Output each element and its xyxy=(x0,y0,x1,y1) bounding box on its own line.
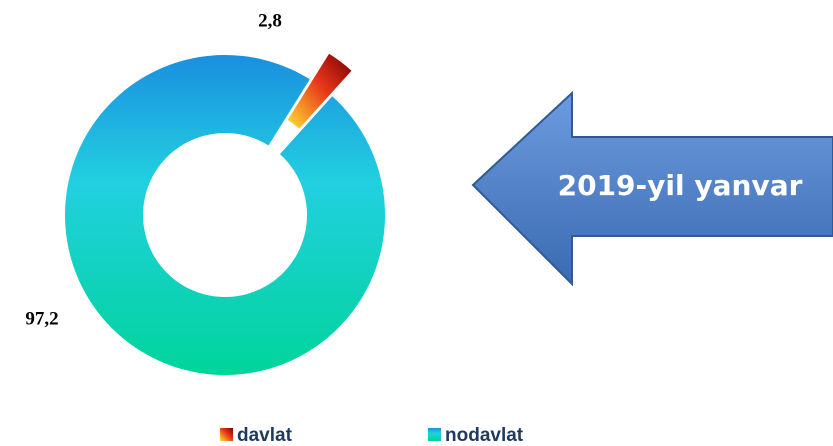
slice xyxy=(65,55,386,376)
annotation: 2019-yil yanvar xyxy=(558,169,803,202)
data-label: 97,2 xyxy=(25,308,58,329)
data-label: 2,8 xyxy=(258,10,282,31)
arrow: 2019-yil yanvar xyxy=(471,90,833,287)
legend-swatch xyxy=(220,428,233,441)
legend-label: nodavlat xyxy=(445,425,524,446)
legend-label: davlat xyxy=(237,425,293,446)
slice xyxy=(287,53,352,129)
legend-swatch xyxy=(428,428,441,441)
